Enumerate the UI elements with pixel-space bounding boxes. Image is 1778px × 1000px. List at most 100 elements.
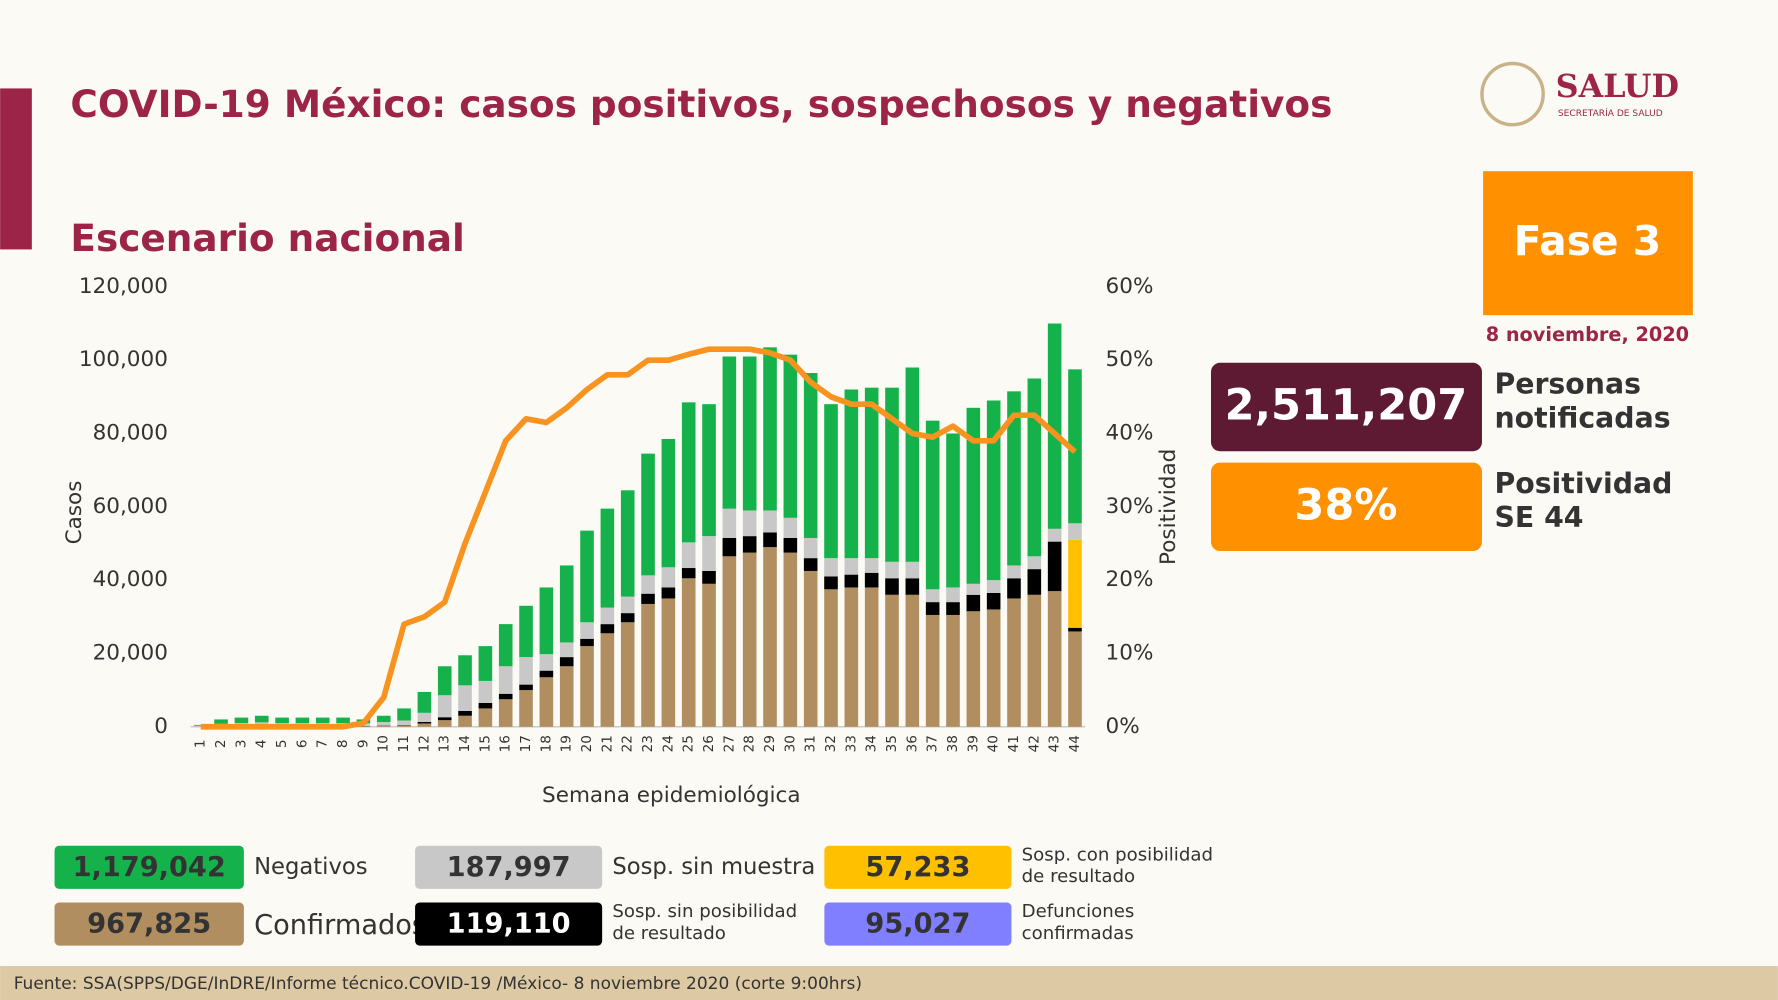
x-tick-label: 13	[437, 735, 453, 752]
bar-segment	[539, 677, 554, 727]
x-tick-label: 20	[579, 735, 595, 752]
y2-tick-label: 30%	[1106, 494, 1154, 519]
bar-segment	[1047, 591, 1062, 727]
x-tick-label: 4	[254, 739, 270, 748]
legend-total: 187,997	[447, 852, 571, 883]
x-tick-label: 1	[193, 739, 209, 748]
bar-segment	[986, 580, 1001, 593]
legend-label: Sosp. con posibilidad de resultado	[1021, 843, 1213, 887]
bar-segment	[844, 587, 859, 727]
bar-segment	[885, 594, 899, 727]
x-tick-label: 37	[925, 735, 941, 752]
bar-segment	[580, 646, 594, 727]
y-axis-title: Casos	[62, 481, 87, 545]
x-tick-label: 14	[457, 735, 473, 752]
bar-segment	[925, 614, 940, 727]
bar-segment	[742, 510, 757, 537]
x-tick-label: 41	[1006, 735, 1022, 752]
legend-swatch	[824, 845, 1012, 889]
legend-label-box: Confirmados	[254, 909, 426, 941]
legend-label: Defunciones confirmadas	[1021, 900, 1135, 944]
bar-segment	[1068, 523, 1082, 540]
bar-segment	[783, 552, 798, 727]
bar-segment	[1068, 539, 1082, 628]
bar-segment	[925, 589, 940, 603]
bar-segment	[234, 717, 249, 724]
bar-segment	[417, 723, 432, 727]
highlight-value: 38%	[1294, 480, 1397, 530]
bar-segment	[722, 508, 737, 538]
x-tick-label: 28	[742, 735, 758, 752]
bar-segment	[925, 602, 940, 615]
bar-segment	[478, 680, 493, 703]
logo-subtext: SECRETARÍA DE SALUD	[1558, 107, 1663, 119]
accent-bar	[0, 88, 32, 250]
bar-segment	[397, 720, 411, 725]
legend-label-box: Sosp. con posibilidad de resultado	[1021, 843, 1213, 887]
title: COVID-19 México: casos positivos, sospec…	[70, 82, 1332, 126]
bar-segment	[600, 508, 615, 608]
bar-segment	[519, 690, 533, 727]
bar-segment	[844, 558, 859, 575]
phase: Fase 3	[1514, 217, 1662, 265]
bar-segment	[417, 691, 432, 713]
bar-segment	[539, 587, 554, 655]
legend-label: Negativos	[254, 852, 368, 880]
x-tick-label: 16	[498, 735, 514, 752]
bar-segment	[214, 719, 228, 724]
bar-segment	[376, 721, 391, 726]
bar-segment	[600, 624, 615, 634]
bar-segment	[376, 726, 391, 727]
bar-segment	[661, 587, 676, 599]
bar-segment	[864, 572, 879, 588]
bar-segment	[641, 603, 655, 727]
bar-segment	[925, 420, 940, 590]
x-tick-label: 27	[721, 735, 737, 752]
x-tick-label: 44	[1067, 735, 1083, 752]
y2-tick-label: 60%	[1106, 274, 1154, 299]
x-tick-label: 39	[965, 735, 981, 752]
legend-swatch	[415, 845, 603, 889]
bar-segment	[376, 715, 391, 722]
bar-segment	[966, 594, 981, 612]
bar-segment	[315, 717, 330, 724]
bar-segment	[803, 537, 818, 559]
x-tick-label: 29	[762, 735, 778, 752]
bar-segment	[844, 389, 859, 559]
bar-segment	[620, 622, 635, 727]
bar-segment	[661, 567, 676, 588]
bar-segment	[742, 356, 757, 511]
bar-segment	[783, 517, 798, 538]
bar-segment	[763, 510, 777, 533]
bar-segment	[295, 717, 310, 724]
x-tick-label: 18	[538, 735, 554, 752]
x-tick-label: 6	[294, 739, 310, 748]
bar-segment	[905, 578, 920, 595]
x-tick-label: 26	[701, 735, 717, 752]
bar-segment	[397, 725, 411, 727]
bar-segment	[641, 593, 655, 604]
bar-segment	[539, 670, 554, 678]
y-tick-label: 120,000	[79, 274, 168, 299]
bar-segment	[1047, 528, 1062, 542]
bar-segment	[702, 570, 716, 584]
x-tick-label: 2	[213, 739, 229, 748]
bar-segment	[803, 558, 818, 571]
bar-segment	[458, 655, 472, 686]
x-tick-label: 23	[640, 735, 656, 752]
bar-segment	[722, 556, 737, 727]
bar-segment	[824, 404, 838, 559]
bar-segment	[1007, 391, 1021, 566]
bar-segment	[275, 717, 289, 724]
bar-segment	[986, 609, 1001, 727]
legend-total: 1,179,042	[73, 852, 226, 883]
bar-segment	[1027, 556, 1042, 570]
x-tick-label: 8	[335, 739, 351, 748]
legend-label: Sosp. sin muestra	[612, 852, 816, 880]
legend-swatch	[824, 902, 1012, 946]
legend-label-box: Negativos	[254, 852, 368, 880]
bar-segment	[458, 685, 472, 711]
bar-segment	[1047, 323, 1062, 529]
bar-segment	[681, 542, 696, 569]
